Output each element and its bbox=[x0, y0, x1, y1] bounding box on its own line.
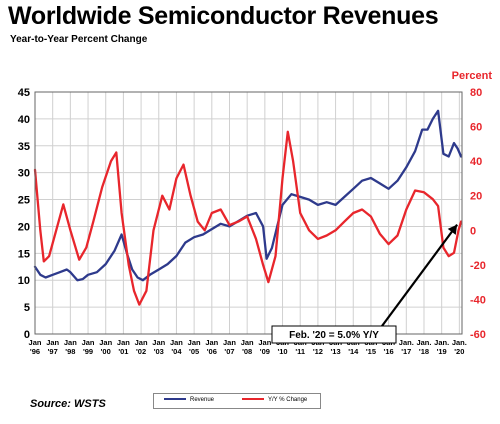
left-y-tick-label: 45 bbox=[18, 87, 30, 99]
x-tick-label-year: '11 bbox=[295, 347, 305, 356]
right-y-tick-label: 80 bbox=[470, 87, 482, 99]
right-y-tick-label: -60 bbox=[470, 329, 486, 341]
right-y-tick-label: -40 bbox=[470, 294, 486, 306]
x-tick-label-year: '96 bbox=[30, 347, 40, 356]
x-tick-label-month: Jan bbox=[258, 338, 271, 347]
x-tick-label-year: '10 bbox=[277, 347, 287, 356]
legend-swatch-yoy bbox=[242, 398, 264, 401]
x-tick-label-month: Jan. bbox=[416, 338, 431, 347]
x-tick-label-year: '04 bbox=[171, 347, 182, 356]
x-tick-label-month: Jan bbox=[152, 338, 165, 347]
x-tick-label-month: Jan. bbox=[452, 338, 467, 347]
right-axis-label: Percent bbox=[452, 70, 493, 82]
x-tick-label-month: Jan bbox=[241, 338, 254, 347]
left-y-tick-label: 20 bbox=[18, 221, 30, 233]
right-y-tick-label: -20 bbox=[470, 260, 486, 272]
legend-item-revenue: Revenue bbox=[164, 397, 214, 403]
x-tick-label-year: '99 bbox=[83, 347, 93, 356]
x-tick-label-month: Jan bbox=[82, 338, 95, 347]
x-tick-label-month: Jan bbox=[64, 338, 77, 347]
x-tick-label-year: '00 bbox=[101, 347, 111, 356]
x-tick-label-year: '09 bbox=[260, 347, 270, 356]
x-tick-label-year: '17 bbox=[401, 347, 411, 356]
x-tick-label-month: Jan bbox=[188, 338, 201, 347]
x-tick-label-month: Jan. bbox=[399, 338, 414, 347]
right-y-tick-label: 20 bbox=[470, 191, 482, 203]
right-y-tick-label: 40 bbox=[470, 156, 482, 168]
x-tick-label-year: '03 bbox=[154, 347, 164, 356]
x-tick-label-year: '02 bbox=[136, 347, 146, 356]
source-note: Source: WSTS bbox=[30, 398, 106, 410]
x-tick-label-year: '19 bbox=[437, 347, 447, 356]
left-y-tick-label: 35 bbox=[18, 141, 30, 153]
left-y-tick-label: 30 bbox=[18, 168, 30, 180]
legend: Revenue Y/Y % Change bbox=[153, 393, 321, 409]
x-tick-label-year: '15 bbox=[366, 347, 376, 356]
x-tick-label-year: '16 bbox=[384, 347, 394, 356]
x-tick-label-month: Jan bbox=[99, 338, 112, 347]
right-y-tick-label: 60 bbox=[470, 122, 482, 134]
x-tick-label-month: Jan bbox=[117, 338, 130, 347]
revenue-series-line bbox=[33, 109, 463, 282]
legend-label-revenue: Revenue bbox=[190, 397, 215, 403]
x-tick-label-month: Jan. bbox=[434, 338, 449, 347]
plot-area-frame bbox=[34, 91, 463, 335]
left-y-tick-label: 5 bbox=[24, 302, 30, 314]
annotation-arrow-line bbox=[381, 223, 458, 327]
x-tick-label-month: Jan bbox=[205, 338, 218, 347]
x-tick-label-year: '01 bbox=[118, 347, 128, 356]
x-tick-label-year: '18 bbox=[419, 347, 429, 356]
right-y-tick-label: 0 bbox=[470, 225, 476, 237]
annotation-text: Feb. '20 = 5.0% Y/Y bbox=[289, 330, 379, 341]
x-tick-label-month: Jan bbox=[46, 338, 59, 347]
left-y-tick-label: 15 bbox=[18, 248, 30, 260]
chart-subtitle: Year-to-Year Percent Change bbox=[10, 34, 148, 45]
legend-item-yoy: Y/Y % Change bbox=[242, 397, 307, 403]
left-y-tick-label: 25 bbox=[18, 195, 30, 207]
annotation-arrow-head bbox=[447, 224, 458, 235]
x-tick-label-year: '97 bbox=[48, 347, 58, 356]
x-tick-label-year: '05 bbox=[189, 347, 199, 356]
left-y-tick-label: 40 bbox=[18, 114, 30, 126]
chart-title: Worldwide Semiconductor Revenues bbox=[8, 2, 439, 30]
x-tick-label-month: Jan bbox=[170, 338, 183, 347]
legend-label-yoy: Y/Y % Change bbox=[268, 397, 308, 403]
x-tick-label-year: '13 bbox=[331, 347, 341, 356]
x-tick-label-year: '08 bbox=[242, 347, 252, 356]
x-tick-label-year: '14 bbox=[348, 347, 359, 356]
x-tick-label-month: Jan bbox=[135, 338, 148, 347]
x-tick-label-year: '20 bbox=[454, 347, 464, 356]
x-tick-label-year: '98 bbox=[65, 347, 75, 356]
legend-swatch-revenue bbox=[164, 398, 186, 401]
x-tick-label-year: '12 bbox=[313, 347, 323, 356]
yoy-change-series-line bbox=[33, 130, 463, 306]
x-tick-label-month: Jan bbox=[223, 338, 236, 347]
x-tick-label-year: '07 bbox=[224, 347, 234, 356]
x-tick-label-year: '06 bbox=[207, 347, 217, 356]
left-y-tick-label: 0 bbox=[24, 329, 30, 341]
annotation-box bbox=[271, 325, 397, 344]
x-tick-label-month: Jan bbox=[29, 338, 42, 347]
left-y-tick-label: 10 bbox=[18, 275, 30, 287]
